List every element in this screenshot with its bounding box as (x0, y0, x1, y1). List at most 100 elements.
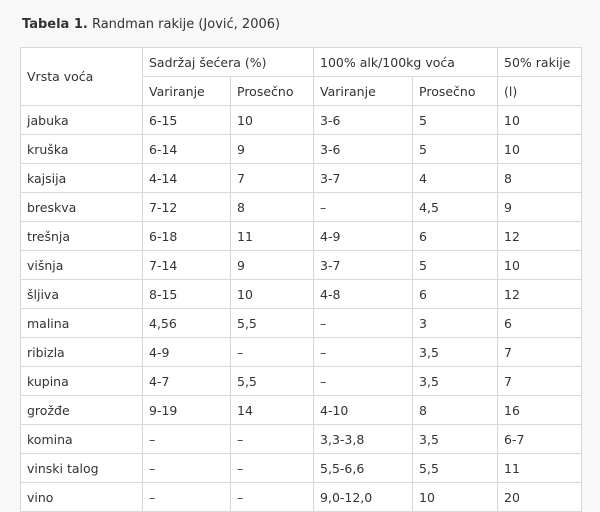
sugar-range-cell: 9-19 (142, 395, 231, 425)
brandy-liters-cell: 11 (497, 453, 583, 483)
sugar-average-cell: 5,5 (229, 366, 315, 396)
alcohol-range-cell: – (313, 192, 414, 222)
brandy-liters-cell: 7 (497, 366, 583, 396)
alcohol-range-cell: 4-10 (313, 395, 414, 425)
sugar-range-cell: 6-15 (142, 105, 231, 135)
alcohol-range-cell: 4-8 (313, 279, 414, 309)
fruit-name-cell: šljiva (20, 279, 143, 309)
sugar-range-cell: 4-7 (142, 366, 231, 396)
header-alcohol-per-fruit: 100% alk/100kg voća (313, 47, 499, 77)
alcohol-average-cell: 4,5 (412, 192, 499, 222)
alcohol-range-cell: 3-6 (313, 134, 414, 164)
sugar-range-cell: 6-14 (142, 134, 231, 164)
sugar-average-cell: 10 (229, 105, 315, 135)
alcohol-range-cell: 3-7 (313, 163, 414, 193)
sugar-average-cell: 7 (229, 163, 315, 193)
brandy-liters-cell: 16 (497, 395, 583, 425)
sugar-range-cell: 4-14 (142, 163, 231, 193)
sugar-range-cell: 4-9 (142, 337, 231, 367)
fruit-name-cell: vinski talog (20, 453, 143, 483)
sugar-range-cell: – (142, 453, 231, 483)
sugar-range-cell: 8-15 (142, 279, 231, 309)
alcohol-range-cell: 9,0-12,0 (313, 482, 414, 512)
brandy-liters-cell: 9 (497, 192, 583, 222)
table-caption-text: Randman rakije (Jović, 2006) (87, 17, 281, 32)
table-row: vino – –9,0-12,0 10 20 (20, 482, 583, 512)
alcohol-range-cell: 5,5-6,6 (313, 453, 414, 483)
alcohol-range-cell: 3-6 (313, 105, 414, 135)
fruit-name-cell: trešnja (20, 221, 143, 251)
sugar-range-cell: 6-18 (142, 221, 231, 251)
sugar-average-cell: – (229, 337, 315, 367)
sugar-average-cell: 10 (229, 279, 315, 309)
sugar-average-cell: 9 (229, 134, 315, 164)
alcohol-average-cell: 6 (412, 221, 499, 251)
alcohol-range-cell: 4-9 (313, 221, 414, 251)
sugar-average-cell: 9 (229, 250, 315, 280)
fruit-name-cell: kajsija (20, 163, 143, 193)
alcohol-average-cell: 10 (412, 482, 499, 512)
header-brandy-50: 50% rakije (497, 47, 583, 77)
fruit-name-cell: komina (20, 424, 143, 454)
alcohol-average-cell: 5 (412, 105, 499, 135)
sugar-average-cell: – (229, 453, 315, 483)
subheader-liters: (l) (497, 76, 583, 106)
table-row: komina – –3,3-3,8 3,5 6-7 (20, 424, 583, 454)
sugar-average-cell: 14 (229, 395, 315, 425)
fruit-name-cell: grožđe (20, 395, 143, 425)
sugar-range-cell: – (142, 482, 231, 512)
brandy-liters-cell: 10 (497, 105, 583, 135)
alcohol-average-cell: 3,5 (412, 424, 499, 454)
table-row: breskva 7-12 8–4,5 9 (20, 192, 583, 222)
brandy-liters-cell: 10 (497, 250, 583, 280)
table-row: ribizla 4-9– –3,5 7 (20, 337, 583, 367)
fruit-name-cell: malina (20, 308, 143, 338)
sugar-average-cell: 8 (229, 192, 315, 222)
sugar-range-cell: 4,56 (142, 308, 231, 338)
brandy-liters-cell: 8 (497, 163, 583, 193)
alcohol-range-cell: – (313, 366, 414, 396)
alcohol-average-cell: 5 (412, 250, 499, 280)
alcohol-average-cell: 6 (412, 279, 499, 309)
brandy-liters-cell: 12 (497, 221, 583, 251)
alcohol-average-cell: 3,5 (412, 366, 499, 396)
table-row: kruška 6-14 9 3-6 5 10 (20, 134, 583, 164)
fruit-name-cell: breskva (20, 192, 143, 222)
table-row: vinski talog – –5,5-6,6 5,5 11 (20, 453, 583, 483)
header-sugar-content: Sadržaj šećera (%) (141, 47, 315, 77)
sugar-range-cell: 7-12 (142, 192, 231, 222)
subheader-sugar-average: Prosečno (229, 76, 315, 106)
brandy-liters-cell: 6 (497, 308, 583, 338)
alcohol-range-cell: – (313, 337, 414, 367)
alcohol-average-cell: 3,5 (412, 337, 499, 367)
table-caption-label: Tabela 1. (22, 17, 88, 32)
table-row: kupina 4-7 5,5–3,5 7 (20, 366, 583, 396)
fruit-name-cell: vino (20, 482, 143, 512)
table-row: trešnja 6-18 11 4-9 6 12 (20, 221, 583, 251)
sugar-average-cell: 11 (229, 221, 315, 251)
brandy-liters-cell: 10 (497, 134, 583, 164)
header-fruit-type: Vrsta voća (20, 47, 143, 106)
fruit-name-cell: jabuka (20, 105, 143, 135)
brandy-liters-cell: 12 (497, 279, 583, 309)
fruit-name-cell: ribizla (20, 337, 143, 367)
table-header-row: Vrsta voća Sadržaj šećera (%) 100% alk/1… (20, 47, 583, 106)
alcohol-average-cell: 5,5 (412, 453, 499, 483)
table-row: jabuka 6-15 10 3-6 5 10 (20, 105, 583, 135)
fruit-name-cell: kruška (20, 134, 143, 164)
table-row: kajsija 4-14 7 3-7 4 8 (20, 163, 583, 193)
table-caption: Tabela 1. Randman rakije (Jović, 2006) (22, 17, 280, 33)
alcohol-average-cell: 3 (412, 308, 499, 338)
brandy-liters-cell: 20 (497, 482, 583, 512)
brandy-liters-cell: 6-7 (497, 424, 583, 454)
subheader-alcohol-average: Prosečno (412, 76, 499, 106)
subheader-alcohol-range: Variranje (313, 76, 414, 106)
fruit-name-cell: kupina (20, 366, 143, 396)
table-subheader-row: Variranje Prosečno Variranje Prosečno (l… (21, 76, 583, 106)
subheader-sugar-range: Variranje (142, 76, 231, 106)
sugar-range-cell: 7-14 (142, 250, 231, 280)
fruit-name-cell: višnja (20, 250, 143, 280)
alcohol-range-cell: – (313, 308, 414, 338)
alcohol-range-cell: 3,3-3,8 (313, 424, 414, 454)
sugar-average-cell: 5,5 (229, 308, 315, 338)
